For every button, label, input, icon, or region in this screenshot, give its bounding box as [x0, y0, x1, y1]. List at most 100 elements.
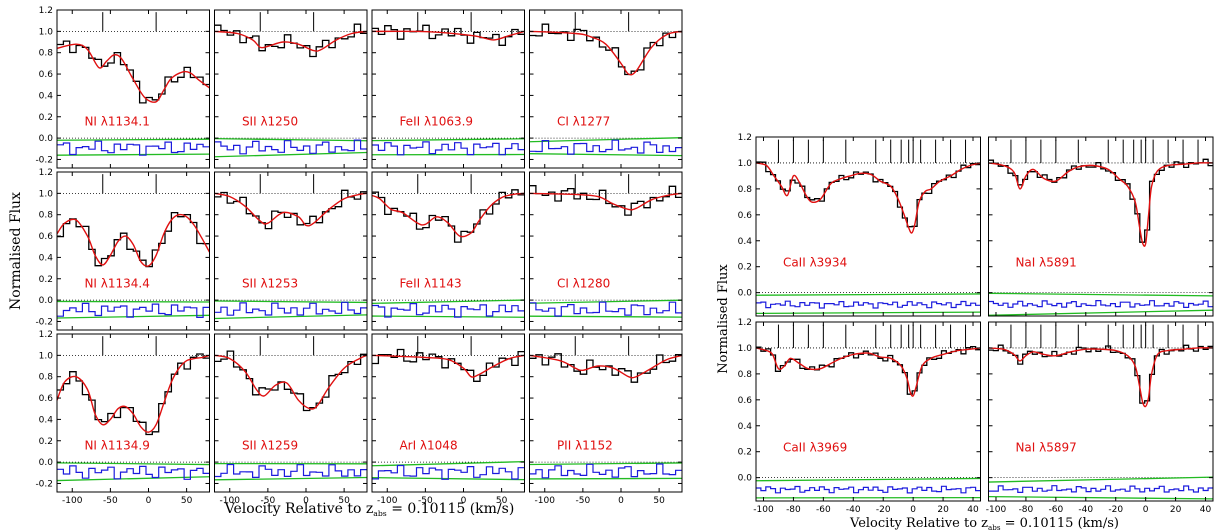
model-fit-curve [529, 30, 682, 76]
y-tick-label: -0.2 [35, 479, 53, 489]
line-label: NI λ1134.4 [84, 276, 149, 290]
panel-frame [988, 321, 1214, 502]
x-tick-label: 50 [338, 496, 350, 506]
spectrum-panel: SII λ1253 [214, 171, 368, 331]
spectrum-panel: NaI λ5891 [988, 136, 1214, 317]
panel-plot-area [988, 139, 1213, 316]
spectrum-panel: ArI λ1048 -100 -50 0 50 [371, 333, 525, 506]
spectrum-panel: PII λ1152 -100 -50 0 50 [529, 333, 683, 506]
y-tick-label: 0.4 [39, 91, 54, 101]
panel-frame [529, 9, 683, 169]
y-tick-label: 1.0 [39, 189, 54, 199]
error-upper-line [756, 293, 981, 296]
y-tick-label: 1.2 [39, 168, 53, 178]
panel-plot-area [529, 174, 682, 318]
panel-plot-area [214, 336, 367, 481]
panel-plot-area [756, 324, 981, 499]
error-lower-line [214, 476, 367, 481]
panel-frame [214, 333, 368, 493]
model-fit-curve [372, 192, 525, 238]
x-tick-label: 50 [496, 496, 508, 506]
flux-histogram [57, 353, 210, 436]
x-tick-label: -50 [418, 496, 433, 506]
spectrum-panel: CI λ1277 [529, 9, 683, 169]
line-label: ArI λ1048 [399, 438, 457, 452]
flux-histogram [372, 348, 525, 382]
panel-plot-area [372, 12, 525, 156]
panel-frame [214, 9, 368, 169]
x-axis-title: Velocity Relative to zabs = 0.10115 (km/… [224, 501, 515, 518]
panel-plot-area [214, 174, 367, 320]
line-label: CaII λ3969 [783, 441, 847, 455]
error-upper-line [214, 138, 367, 142]
x-tick-label: 20 [937, 505, 949, 515]
x-tick-label: -100 [753, 505, 774, 515]
error-upper-line [988, 292, 1213, 297]
x-tick-label: -50 [261, 496, 276, 506]
flux-histogram [529, 353, 682, 383]
spectrum-panel: NI λ1134.1 -0.2 0.0 0.2 0.4 0.6 0.8 1.0 1.2 [35, 6, 210, 169]
y-tick-label: 0.0 [39, 134, 54, 144]
model-fit-curve [529, 354, 682, 379]
y-tick-label: 0.8 [738, 185, 753, 195]
error-lower-line [214, 151, 367, 158]
y-tick-label: 0.4 [738, 237, 753, 247]
error-upper-line [57, 462, 210, 466]
y-tick-label: 0.2 [39, 275, 53, 285]
caii-nai-figure: CaII λ3934 0.0 0.2 0.4 0.6 0.8 1.0 1.2 NaI λ5891… [716, 133, 1214, 531]
model-fit-curve [214, 30, 367, 52]
panel-frame [56, 9, 210, 169]
panel-plot-area [372, 336, 525, 481]
x-axis-title-suffix: = 0.10115 (km/s) [1001, 516, 1119, 531]
y-tick-label: 0.6 [738, 396, 753, 406]
error-lower-line [57, 153, 210, 156]
model-fit-curve [756, 162, 981, 234]
error-upper-line [57, 300, 210, 303]
x-axis-title-suffix: = 0.10115 (km/s) [387, 501, 515, 517]
x-tick-label: 40 [967, 505, 979, 515]
spectrum-panel: NI λ1134.9 -0.2 0.0 0.2 0.4 0.6 0.8 1.0 1.2 -100 -… [35, 330, 210, 506]
x-tick-label: 0 [910, 505, 916, 515]
residual-histogram [372, 464, 525, 480]
residual-histogram [57, 140, 210, 156]
flux-histogram [214, 189, 367, 230]
x-tick-label: -100 [986, 505, 1007, 515]
y-tick-label: 0.6 [39, 394, 54, 404]
spectrum-panel: SII λ1259 -100 -50 0 50 [214, 333, 368, 506]
y-tick-label: 0.4 [738, 422, 753, 432]
x-axis-title-subscript: abs [988, 523, 1001, 531]
line-label: PII λ1152 [557, 438, 613, 452]
x-tick-label: -80 [1019, 505, 1034, 515]
x-tick-label: -20 [876, 505, 891, 515]
model-fit-curve [57, 354, 210, 433]
y-tick-label: 0.2 [39, 113, 53, 123]
x-tick-label: -40 [846, 505, 861, 515]
x-tick-label: 0 [618, 496, 624, 506]
error-upper-line [529, 137, 682, 143]
error-lower-line [529, 153, 682, 157]
error-upper-line [57, 138, 210, 141]
model-fit-curve [372, 30, 525, 41]
y-tick-label: 0.0 [39, 296, 54, 306]
line-label: SII λ1250 [242, 114, 298, 128]
spectrum-panel: CI λ1280 [529, 171, 683, 331]
x-tick-label: 0 [1143, 505, 1149, 515]
panel-frame [214, 171, 368, 331]
line-label: NI λ1134.9 [84, 438, 149, 452]
y-tick-label: 0.2 [738, 263, 752, 273]
flux-histogram [529, 23, 682, 76]
error-lower-line [988, 495, 1213, 500]
model-fit-curve [756, 347, 981, 397]
y-axis-title: Normalised Flux [8, 192, 24, 310]
x-tick-label: -40 [1078, 505, 1093, 515]
residual-histogram [529, 301, 682, 317]
residual-histogram [529, 463, 682, 479]
x-tick-label: -60 [1048, 505, 1063, 515]
panel-frame [755, 136, 981, 317]
spectrum-panel: NI λ1134.4 -0.2 0.0 0.2 0.4 0.6 0.8 1.0 1.2 [35, 168, 210, 331]
flux-histogram [214, 23, 367, 58]
y-tick-label: -0.2 [35, 155, 53, 165]
x-tick-label: 20 [1170, 505, 1182, 515]
panel-plot-area [988, 324, 1213, 500]
